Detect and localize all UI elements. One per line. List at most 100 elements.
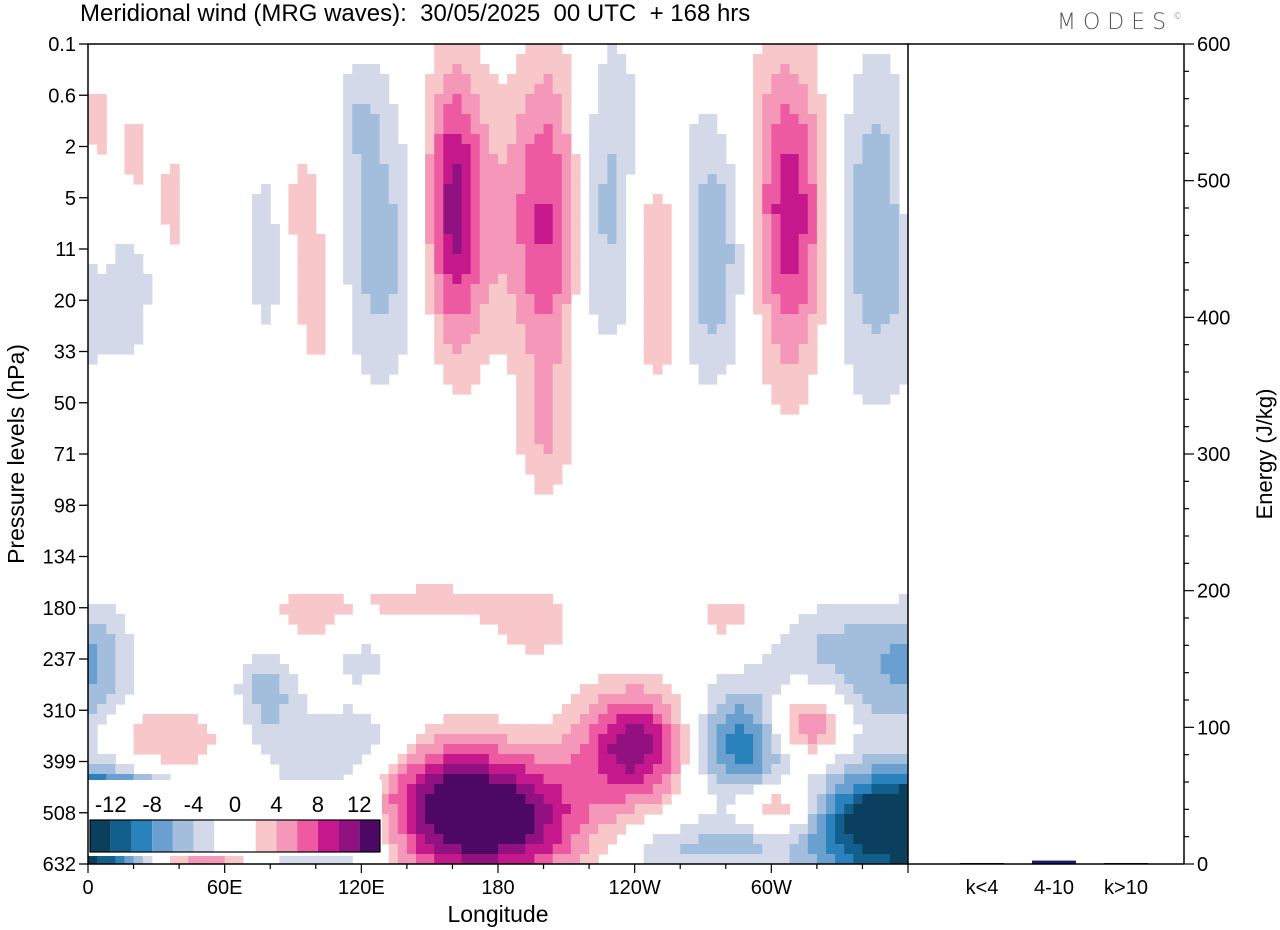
heatmap-cell — [88, 314, 98, 325]
heatmap-cell — [488, 734, 499, 745]
heatmap-cell — [525, 64, 536, 75]
heatmap-cell — [452, 104, 463, 115]
heatmap-cell — [716, 704, 727, 715]
heatmap-cell — [671, 854, 681, 864]
heatmap-cell — [844, 114, 854, 125]
heatmap-cell — [516, 384, 526, 395]
heatmap-cell — [889, 684, 900, 695]
heatmap-cell — [880, 154, 891, 165]
heatmap-cell — [370, 344, 381, 355]
heatmap-cell — [297, 284, 308, 295]
heatmap-cell — [762, 704, 772, 715]
heatmap-cell — [771, 284, 782, 295]
heatmap-cell — [452, 344, 463, 355]
heatmap-cell — [880, 854, 891, 864]
heatmap-cell — [734, 684, 745, 695]
heatmap-cell — [880, 264, 891, 275]
heatmap-cell — [370, 244, 381, 255]
heatmap-cell — [853, 144, 864, 155]
heatmap-cell — [889, 294, 900, 305]
heatmap-cell — [689, 844, 700, 855]
heatmap-cell — [889, 114, 900, 125]
heatmap-cell — [835, 674, 845, 685]
heatmap-cell — [452, 44, 463, 55]
heatmap-cell — [607, 674, 618, 685]
heatmap-cell — [762, 124, 772, 135]
heatmap-cell — [379, 364, 390, 375]
heatmap-cell — [498, 264, 508, 275]
heatmap-cell — [470, 274, 481, 285]
heatmap-cell — [343, 604, 353, 615]
heatmap-cell — [561, 144, 572, 155]
heatmap-cell — [598, 254, 608, 265]
heatmap-cell — [589, 854, 599, 864]
heatmap-cell — [898, 754, 908, 765]
heatmap-cell — [561, 844, 572, 855]
heatmap-cell — [179, 744, 189, 755]
heatmap-cell — [397, 824, 408, 835]
heatmap-cell — [880, 684, 891, 695]
heatmap-cell — [826, 664, 836, 675]
heatmap-cell — [707, 244, 718, 255]
heatmap-cell — [543, 124, 554, 135]
heatmap-cell — [507, 834, 517, 845]
heatmap-cell — [479, 74, 490, 85]
heatmap-cell — [753, 94, 763, 105]
heatmap-cell — [753, 674, 763, 685]
heatmap-cell — [889, 254, 900, 265]
heatmap-cell — [589, 224, 599, 235]
heatmap-cell — [470, 84, 481, 95]
heatmap-cell — [443, 854, 454, 864]
heatmap-cell — [707, 224, 718, 235]
heatmap-cell — [434, 144, 444, 155]
heatmap-cell — [789, 374, 800, 385]
heatmap-cell — [753, 124, 763, 135]
heatmap-cell — [479, 604, 490, 615]
heatmap-cell — [361, 344, 372, 355]
heatmap-cell — [425, 304, 435, 315]
heatmap-cell — [324, 724, 335, 735]
heatmap-cell — [589, 214, 599, 225]
heatmap-cell — [370, 654, 381, 665]
heatmap-cell — [461, 304, 472, 315]
heatmap-cell — [798, 834, 809, 845]
heatmap-cell — [479, 94, 490, 105]
heatmap-cell — [352, 234, 362, 245]
heatmap-cell — [716, 744, 727, 755]
heatmap-cell — [434, 134, 444, 145]
heatmap-cell — [124, 774, 135, 785]
heatmap-cell — [470, 324, 481, 335]
heatmap-cell — [798, 124, 809, 135]
heatmap-cell — [443, 724, 454, 735]
heatmap-cell — [507, 854, 517, 864]
heatmap-cell — [279, 704, 290, 715]
heatmap-cell — [434, 194, 444, 205]
heatmap-cell — [534, 144, 545, 155]
heatmap-cell — [835, 814, 845, 825]
heatmap-cell — [762, 284, 772, 295]
heatmap-cell — [607, 134, 618, 145]
heatmap-cell — [698, 264, 709, 275]
heatmap-cell — [370, 334, 381, 345]
heatmap-cell — [534, 634, 545, 645]
heatmap-cell — [707, 614, 718, 625]
heatmap-cell — [261, 244, 271, 255]
heatmap-cell — [753, 84, 763, 95]
heatmap-cell — [498, 134, 508, 145]
heatmap-cell — [707, 314, 718, 325]
heatmap-cell — [525, 824, 536, 835]
heatmap-cell — [470, 374, 481, 385]
heatmap-cell — [352, 294, 362, 305]
heatmap-cell — [124, 144, 135, 155]
heatmap-cell — [698, 334, 709, 345]
heatmap-cell — [607, 264, 618, 275]
heatmap-cell — [853, 84, 864, 95]
heatmap-cell — [625, 814, 636, 825]
heatmap-cell — [798, 334, 809, 345]
heatmap-cell — [106, 324, 116, 335]
heatmap-cell — [762, 204, 772, 215]
heatmap-cell — [807, 834, 818, 845]
heatmap-cell — [552, 124, 563, 135]
heatmap-cell — [488, 344, 499, 355]
